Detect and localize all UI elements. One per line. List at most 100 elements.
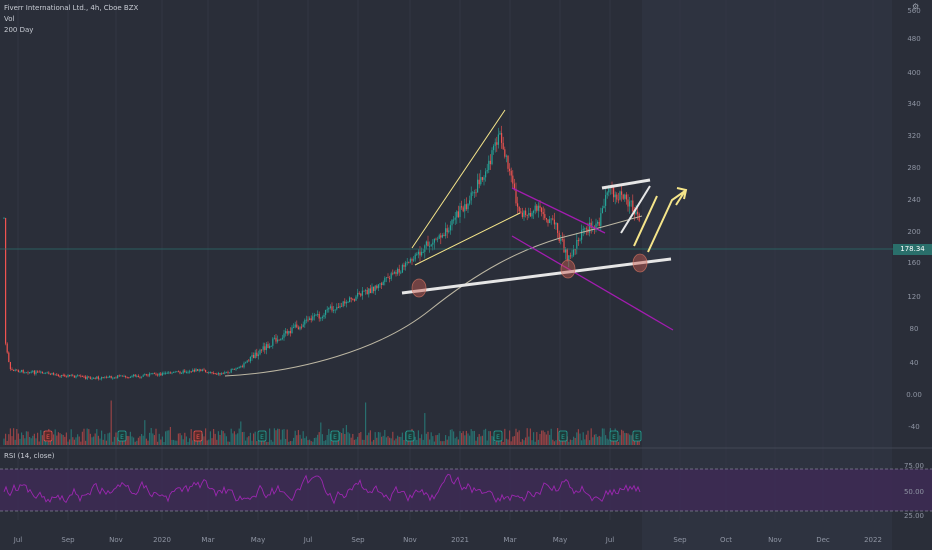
candle-body [192,369,194,372]
candle-body [241,366,243,368]
volume-bar [440,441,442,445]
candle-body [347,302,349,303]
volume-bar [229,441,231,445]
candle-body [237,367,239,369]
candle-body [147,374,149,376]
candle-body [211,372,213,373]
candle-body [494,142,496,146]
candle-body [201,369,203,371]
candle-body [528,212,530,216]
candle-body [80,375,82,377]
volume-bar [360,431,362,445]
candle-body [382,282,384,285]
volume-bar [465,430,467,445]
candle-body [149,373,151,376]
candle-body [259,349,261,355]
volume-bar [616,440,618,445]
volume-bar [190,429,192,445]
volume-bar [96,429,98,445]
candle-body [67,374,69,378]
candle-body [72,375,74,377]
candle-body [414,254,416,260]
candle-body [75,375,77,378]
candle-body [315,314,317,316]
candle-body [73,375,75,378]
candle-body [632,200,634,212]
volume-bar [373,439,375,445]
volume-bar [390,438,392,445]
candle-body [531,212,533,217]
candle-body [501,133,503,143]
gear-icon[interactable]: ⚙ [912,2,920,11]
event-marker-label: E [196,434,200,441]
candle-body [432,242,434,245]
volume-bar [38,441,40,445]
volume-bar [187,441,189,445]
candle-body [350,297,352,299]
candle-body [571,255,573,257]
volume-bar [528,436,530,445]
candle-body [353,299,355,301]
candle-body [297,327,299,330]
volume-bar [88,429,90,445]
volume-bar [595,434,597,445]
candle-body [126,377,128,378]
volume-bar [587,430,589,445]
volume-bar [353,439,355,445]
volume-bar [425,433,427,445]
volume-bar [414,436,416,445]
candle-body [59,375,61,377]
volume-bar [171,439,173,445]
candle-body [185,372,187,373]
volume-bar [169,426,171,445]
volume-bar [40,430,42,445]
volume-bar [397,435,399,445]
volume-bar [168,430,170,445]
candle-body [181,373,183,374]
candle-body [584,228,586,230]
volume-bar [427,431,429,445]
x-tick-label: 2020 [153,536,171,544]
volume-bar [91,437,93,445]
volume-bar [182,439,184,445]
volume-bar [265,441,267,445]
candle-body [433,238,435,243]
candle-body [525,210,527,216]
candle-body [86,376,88,379]
volume-bar [485,428,487,445]
volume-bar [438,433,440,445]
volume-bar [109,432,111,445]
volume-bar [389,437,391,445]
candle-body [329,306,331,309]
volume-bar [166,430,168,445]
candle-body [560,238,562,242]
candle-body [253,355,255,359]
candle-body [94,378,96,379]
volume-bar [217,431,219,445]
candle-body [120,375,122,377]
candle-body [459,206,461,218]
candle-body [83,376,85,378]
candle-body [619,191,621,200]
candle-body [549,219,551,224]
volume-bar [73,439,75,445]
candle-body [40,371,42,373]
volume-bar [480,436,482,445]
candle-body [168,372,170,374]
volume-bar [208,439,210,445]
candle-body [389,278,391,279]
candle-body [600,213,602,226]
volume-bar [509,430,511,445]
candle-body [544,214,546,219]
volume-bar [27,431,29,445]
volume-bar [483,429,485,445]
volume-bar [435,435,437,445]
volume-bar [339,431,341,445]
candle-body [555,223,557,225]
volume-bar [520,441,522,445]
volume-bar [320,422,322,445]
volume-bar [246,437,248,445]
candle-body [310,318,312,321]
